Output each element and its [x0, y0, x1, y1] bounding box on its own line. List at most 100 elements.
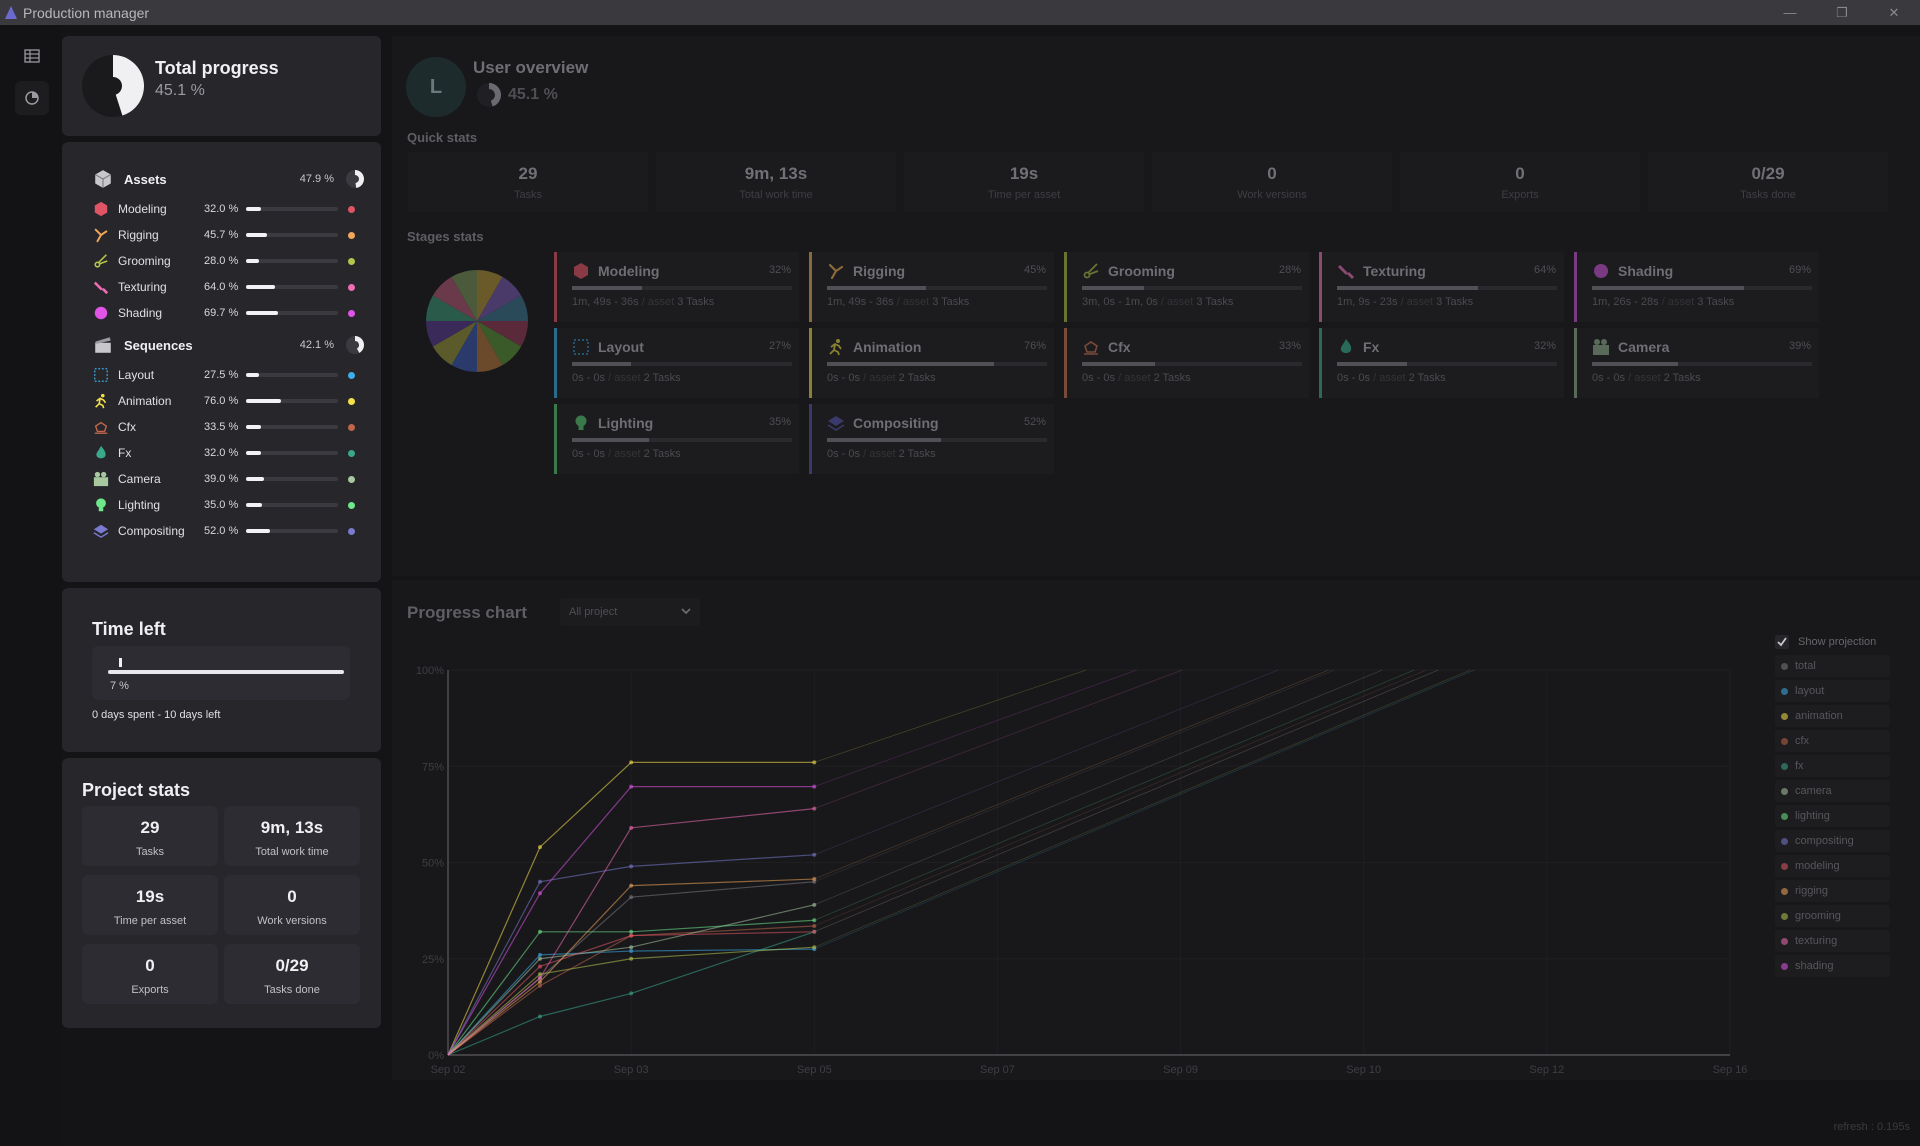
stage-card-animation[interactable]: Animation 76% 0s - 0s / asset 2 Tasks: [809, 328, 1054, 398]
legend-item-texturing[interactable]: texturing: [1775, 930, 1890, 952]
stage-progress-fill: [246, 207, 261, 211]
chart-filter-select[interactable]: All project: [560, 598, 700, 626]
stage-progress-bar: [246, 451, 338, 455]
y-tick-label: 75%: [422, 761, 444, 773]
stage-card-percent: 52%: [1023, 416, 1046, 428]
scissors-icon: [1083, 263, 1099, 279]
pie-slice: [432, 276, 477, 321]
series-point: [629, 933, 634, 938]
stage-row-cfx[interactable]: Cfx 33.5 %: [92, 416, 364, 438]
legend-item-layout[interactable]: layout: [1775, 680, 1890, 702]
projection-line-texturing: [814, 669, 1183, 809]
maximize-button[interactable]: ❐: [1836, 4, 1848, 20]
stage-row-modeling[interactable]: Modeling 32.0 %: [92, 198, 364, 220]
stage-card-per: 0s: [593, 372, 606, 384]
stage-card-bar: [572, 362, 792, 366]
stage-card-lighting[interactable]: Lighting 35% 0s - 0s / asset 2 Tasks: [554, 404, 799, 474]
stage-card-bar: [827, 362, 1047, 366]
stage-card-tasks: 3 Tasks: [677, 296, 715, 308]
series-line-compositing: [447, 854, 815, 1056]
group-row-assets[interactable]: Assets 47.9 %: [92, 166, 364, 192]
stage-card-bar: [572, 438, 792, 442]
stage-card-modeling[interactable]: Modeling 32% 1m, 49s - 36s / asset 3 Tasks: [554, 252, 799, 322]
legend-item-fx[interactable]: fx: [1775, 755, 1890, 777]
show-projection-label: Show projection: [1798, 636, 1877, 648]
projection-line-total: [814, 669, 1335, 883]
x-tick-label: Sep 12: [1529, 1064, 1564, 1076]
chart-legend: Show projection total layout animation cfx f…: [1775, 632, 1890, 977]
stage-row-shading[interactable]: Shading 69.7 %: [92, 302, 364, 324]
legend-item-shading[interactable]: shading: [1775, 955, 1890, 977]
stage-card-bar-fill: [572, 362, 632, 366]
stage-card-shading[interactable]: Shading 69% 1m, 26s - 28s / asset 3 Tasks: [1574, 252, 1819, 322]
stage-row-grooming[interactable]: Grooming 28.0 %: [92, 250, 364, 272]
stage-card-bar-fill: [1337, 286, 1478, 290]
stage-color-dot: [348, 501, 355, 509]
user-avatar[interactable]: L: [406, 57, 466, 117]
stage-row-texturing[interactable]: Texturing 64.0 %: [92, 276, 364, 298]
legend-item-total[interactable]: total: [1775, 655, 1890, 677]
legend-item-camera[interactable]: camera: [1775, 780, 1890, 802]
legend-color-dot: [1781, 862, 1788, 870]
stage-card-layout[interactable]: Layout 27% 0s - 0s / asset 2 Tasks: [554, 328, 799, 398]
show-projection-toggle[interactable]: Show projection: [1775, 632, 1890, 652]
stage-card-bar: [572, 286, 792, 290]
stage-label: Grooming: [118, 254, 171, 268]
stage-row-lighting[interactable]: Lighting 35.0 %: [92, 494, 364, 516]
stage-row-rigging[interactable]: Rigging 45.7 %: [92, 224, 364, 246]
stage-label: Fx: [118, 446, 132, 460]
stage-card-name: Shading: [1618, 263, 1674, 279]
minimize-button[interactable]: —: [1783, 5, 1797, 20]
stage-card-fx[interactable]: Fx 32% 0s - 0s / asset 2 Tasks: [1319, 328, 1564, 398]
group-row-sequences[interactable]: Sequences 42.1 %: [92, 332, 364, 358]
legend-item-lighting[interactable]: lighting: [1775, 805, 1890, 827]
stage-card-time: 0s: [1337, 372, 1349, 384]
time-left-card: Time left 7 % 0 days spent - 10 days lef…: [62, 588, 381, 752]
stats-view-button[interactable]: [15, 81, 49, 115]
legend-item-cfx[interactable]: cfx: [1775, 730, 1890, 752]
series-point: [538, 972, 542, 977]
camera-icon: [93, 471, 109, 487]
stage-card-per-label: / asset: [1400, 296, 1434, 308]
stage-card-camera[interactable]: Camera 39% 0s - 0s / asset 2 Tasks: [1574, 328, 1819, 398]
series-point: [812, 918, 817, 923]
stage-row-compositing[interactable]: Compositing 52.0 %: [92, 520, 364, 542]
stage-row-camera[interactable]: Camera 39.0 %: [92, 468, 364, 490]
stage-percent: 64.0 %: [204, 281, 239, 293]
projection-line-modeling: [814, 669, 1439, 933]
stages-stats-title: Stages stats: [407, 229, 484, 244]
legend-item-compositing[interactable]: compositing: [1775, 830, 1890, 852]
series-point: [538, 964, 542, 969]
legend-item-rigging[interactable]: rigging: [1775, 880, 1890, 902]
stage-card-compositing[interactable]: Compositing 52% 0s - 0s / asset 2 Tasks: [809, 404, 1054, 474]
stage-row-fx[interactable]: Fx 32.0 %: [92, 442, 364, 464]
stage-card-bar: [1337, 362, 1557, 366]
legend-item-animation[interactable]: animation: [1775, 705, 1890, 727]
close-button[interactable]: ✕: [1888, 4, 1900, 20]
y-tick-label: 25%: [422, 954, 444, 966]
stage-card-time: 1m, 49s: [572, 296, 612, 308]
stage-card-bar-fill: [827, 286, 926, 290]
app-logo-icon: [5, 5, 17, 19]
projection-line-cfx: [814, 669, 1427, 927]
stage-row-animation[interactable]: Animation 76.0 %: [92, 390, 364, 412]
pie-slice: [426, 295, 477, 321]
legend-item-grooming[interactable]: grooming: [1775, 905, 1890, 927]
table-view-button[interactable]: [15, 39, 49, 73]
series-point: [812, 877, 817, 882]
stage-card-per-label: / asset: [896, 296, 930, 308]
stage-card-grooming[interactable]: Grooming 28% 3m, 0s - 1m, 0s / asset 3 Tas…: [1064, 252, 1309, 322]
stage-label: Rigging: [118, 228, 159, 242]
legend-item-modeling[interactable]: modeling: [1775, 855, 1890, 877]
stage-card-bar-fill: [1082, 286, 1144, 290]
stage-card-cfx[interactable]: Cfx 33% 0s - 0s / asset 2 Tasks: [1064, 328, 1309, 398]
x-tick-label: Sep 02: [431, 1064, 466, 1076]
stage-row-layout[interactable]: Layout 27.5 %: [92, 364, 364, 386]
stage-percent: 32.0 %: [204, 447, 239, 459]
stage-card-texturing[interactable]: Texturing 64% 1m, 9s - 23s / asset 3 Tasks: [1319, 252, 1564, 322]
donut-arc: [355, 170, 364, 188]
flame-icon: [96, 445, 106, 459]
x-tick-label: Sep 07: [980, 1064, 1015, 1076]
pie-slice: [477, 321, 503, 372]
stage-card-rigging[interactable]: Rigging 45% 1m, 49s - 36s / asset 3 Tasks: [809, 252, 1054, 322]
